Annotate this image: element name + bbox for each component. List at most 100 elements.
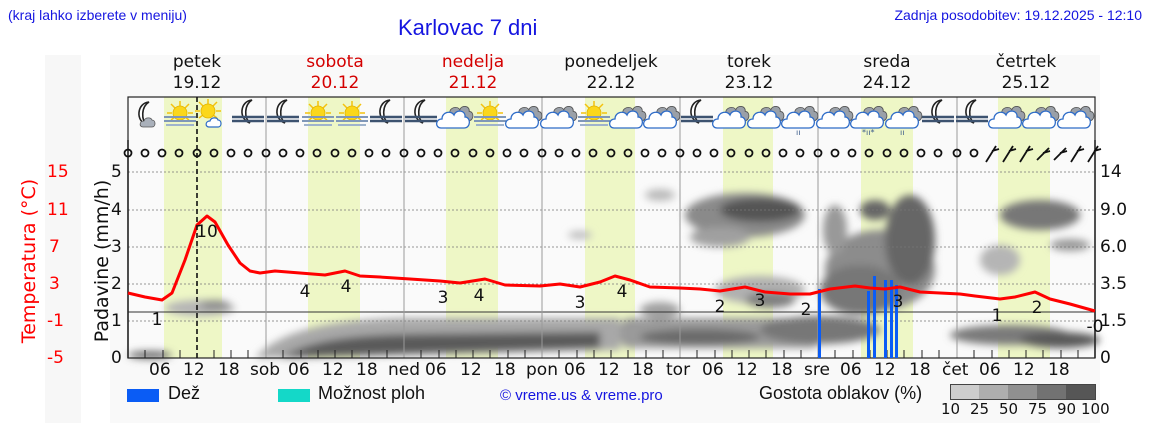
x-tick-label: tor: [666, 360, 691, 380]
svg-text:-0: -0: [1087, 317, 1104, 337]
precip-tick: 2: [111, 274, 122, 294]
day-header-cetrtek: četrtek 25.12: [995, 52, 1057, 93]
cloud-tick: 9.0: [1100, 200, 1128, 220]
svg-text:4: 4: [341, 277, 352, 297]
sun-cloud-icon: [194, 98, 222, 128]
precip-tick: 0: [111, 348, 122, 368]
svg-text:*ıı*: *ıı*: [862, 128, 874, 137]
x-tick-label: 06: [564, 360, 586, 380]
rain-legend-swatch: [127, 389, 159, 402]
precip-tick: 4: [111, 200, 122, 220]
temp-tick: 15: [47, 162, 69, 182]
cloud-tick: 6.0: [1100, 237, 1128, 257]
temp-tick: -1: [47, 311, 64, 331]
cloud-scale-label: 75: [1028, 400, 1048, 418]
x-tick-label: 18: [218, 360, 240, 380]
x-tick-label: 06: [288, 360, 310, 380]
x-tick-label: 06: [840, 360, 862, 380]
weather-icons: ıı *ıı* ıı: [138, 98, 1095, 137]
copyright-link[interactable]: © vreme.us & vreme.pro: [500, 387, 663, 404]
svg-text:3: 3: [575, 293, 586, 313]
precip-tick: 5: [111, 162, 122, 182]
location-hint: (kraj lahko izberete v meniju): [8, 7, 187, 23]
day-header-sobota: sobota 20.12: [306, 52, 364, 93]
cloud-scale-90: [1066, 384, 1096, 400]
x-tick-label: 18: [356, 360, 378, 380]
x-tick-label: ned: [388, 360, 421, 380]
x-tick-label: 18: [909, 360, 931, 380]
cloud-sleet-icon: *ıı*: [849, 105, 888, 137]
svg-text:3: 3: [755, 291, 766, 311]
x-tick-label: čet: [942, 360, 969, 380]
cloud-density-label: Gostota oblakov (%): [759, 383, 923, 403]
showers-legend-swatch: [278, 389, 310, 402]
x-ticks: [144, 350, 1079, 358]
svg-text:10: 10: [196, 222, 218, 242]
rain-legend-label: Dež: [168, 383, 201, 403]
x-tick-label: 06: [979, 360, 1001, 380]
rain-bars: [818, 276, 898, 358]
wind-barbs: [985, 145, 1102, 163]
svg-text:2: 2: [1032, 298, 1043, 318]
day-header-ponedeljek: ponedeljek 22.12: [564, 52, 658, 93]
temperature-axis-panel: [45, 55, 81, 423]
cloud-tick: 0: [1100, 348, 1111, 368]
svg-text:3: 3: [438, 288, 449, 308]
svg-text:ıı: ıı: [900, 128, 904, 137]
x-tick-label: 06: [149, 360, 171, 380]
x-tick-label: 12: [460, 360, 482, 380]
svg-text:4: 4: [474, 286, 485, 306]
cloud-tick: 3.5: [1100, 274, 1128, 294]
svg-text:ıı: ıı: [796, 128, 800, 137]
temp-tick: 11: [47, 200, 69, 220]
x-tick-label: 12: [736, 360, 758, 380]
x-tick-label: 06: [425, 360, 447, 380]
temperature-line: [127, 214, 1096, 313]
svg-text:4: 4: [300, 282, 311, 302]
cloud-scale-label: 100: [1081, 400, 1110, 418]
cloud-scale-label: 50: [999, 400, 1019, 418]
cloud-scale-25: [979, 384, 1008, 400]
cloud-scale-10: [950, 384, 980, 400]
x-tick-label: 06: [702, 360, 724, 380]
x-tick-label: 18: [771, 360, 793, 380]
cloud-scale-50: [1008, 384, 1037, 400]
svg-text:1: 1: [152, 310, 163, 330]
x-tick-label: 12: [322, 360, 344, 380]
day-header-petek: petek 19.12: [172, 52, 222, 93]
x-tick-label: 18: [1048, 360, 1070, 380]
svg-text:2: 2: [715, 297, 726, 317]
moon-cloud-icon: [138, 101, 156, 128]
temperature-labels: 1 10 4 4 3 4 3 4 2 3 2 3 1 2 -0: [152, 222, 1104, 337]
precip-tick: 3: [111, 237, 122, 257]
x-tick-label: 12: [598, 360, 620, 380]
x-tick-label: 12: [183, 360, 205, 380]
cloud-rain-icon: ıı: [780, 105, 819, 137]
cloud-rain-icon: ıı: [884, 105, 923, 137]
day-header-sreda: sreda 24.12: [862, 52, 912, 93]
wind-calm-markers: [123, 148, 979, 158]
temp-tick: 7: [49, 237, 60, 257]
svg-text:3: 3: [893, 292, 904, 312]
precip-tick: 1: [111, 311, 122, 331]
x-tick-label: 12: [1013, 360, 1035, 380]
cloud-scale-75: [1037, 384, 1066, 400]
last-updated: Zadnja posodobitev: 19.12.2025 - 12:10: [894, 7, 1142, 23]
temp-tick: 3: [49, 274, 60, 294]
x-tick-label: 18: [494, 360, 516, 380]
cloud-tick: 1.5: [1100, 311, 1128, 331]
x-tick-label: sob: [250, 360, 281, 380]
svg-text:1: 1: [992, 306, 1003, 326]
cloud-tick: 14: [1100, 162, 1122, 182]
cloud-scale-label: 10: [941, 400, 961, 418]
x-tick-label: 18: [632, 360, 654, 380]
page-title: Karlovac 7 dni: [398, 15, 538, 40]
x-tick-label: pon: [526, 360, 558, 380]
showers-legend-label: Možnost ploh: [318, 383, 426, 403]
x-tick-label: sre: [804, 360, 830, 380]
x-tick-label: 12: [874, 360, 896, 380]
cloud-scale-label: 25: [970, 400, 990, 418]
svg-text:4: 4: [617, 282, 628, 302]
temp-tick: -5: [47, 348, 64, 368]
